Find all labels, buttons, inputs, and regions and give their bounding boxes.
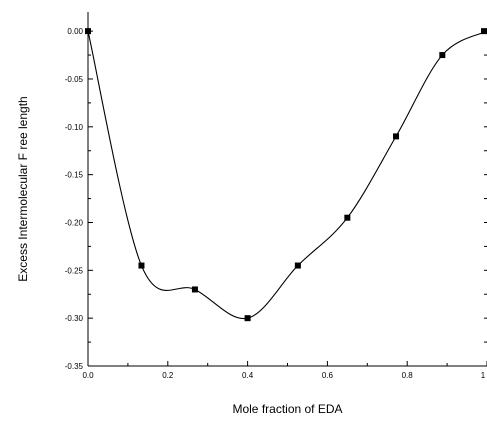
data-point xyxy=(138,262,145,269)
y-tick-label: 0.00 xyxy=(67,27,83,36)
data-point xyxy=(85,28,91,35)
y-axis-label: Excess Intermolecular F ree length xyxy=(16,96,30,281)
series-line xyxy=(87,30,487,320)
x-tick-label: 0.0 xyxy=(82,371,94,380)
x-tick-label: 0.4 xyxy=(242,371,254,380)
x-tick-label: 1 xyxy=(481,371,486,380)
ticks: 0.00-0.05-0.10-0.15-0.20-0.25-0.30-0.350… xyxy=(65,27,487,380)
data-point xyxy=(191,286,198,293)
y-tick-label: -0.35 xyxy=(65,362,84,371)
y-tick-label: -0.30 xyxy=(65,314,84,323)
data-point xyxy=(344,214,351,221)
y-tick-label: -0.05 xyxy=(65,75,84,84)
x-tick-label: 0.6 xyxy=(322,371,334,380)
y-tick-label: -0.15 xyxy=(65,171,84,180)
x-axis-label: Mole fraction of EDA xyxy=(232,402,342,416)
y-tick-label: -0.25 xyxy=(65,266,84,275)
x-tick-label: 0.2 xyxy=(162,371,174,380)
data-point xyxy=(294,262,301,269)
plot-area xyxy=(85,28,487,322)
data-point xyxy=(481,28,487,35)
x-tick-label: 0.8 xyxy=(402,371,414,380)
axes xyxy=(87,12,487,367)
data-point xyxy=(439,52,446,59)
data-point xyxy=(244,315,251,322)
data-point xyxy=(393,133,400,140)
y-tick-label: -0.10 xyxy=(65,123,84,132)
y-tick-label: -0.20 xyxy=(65,218,84,227)
